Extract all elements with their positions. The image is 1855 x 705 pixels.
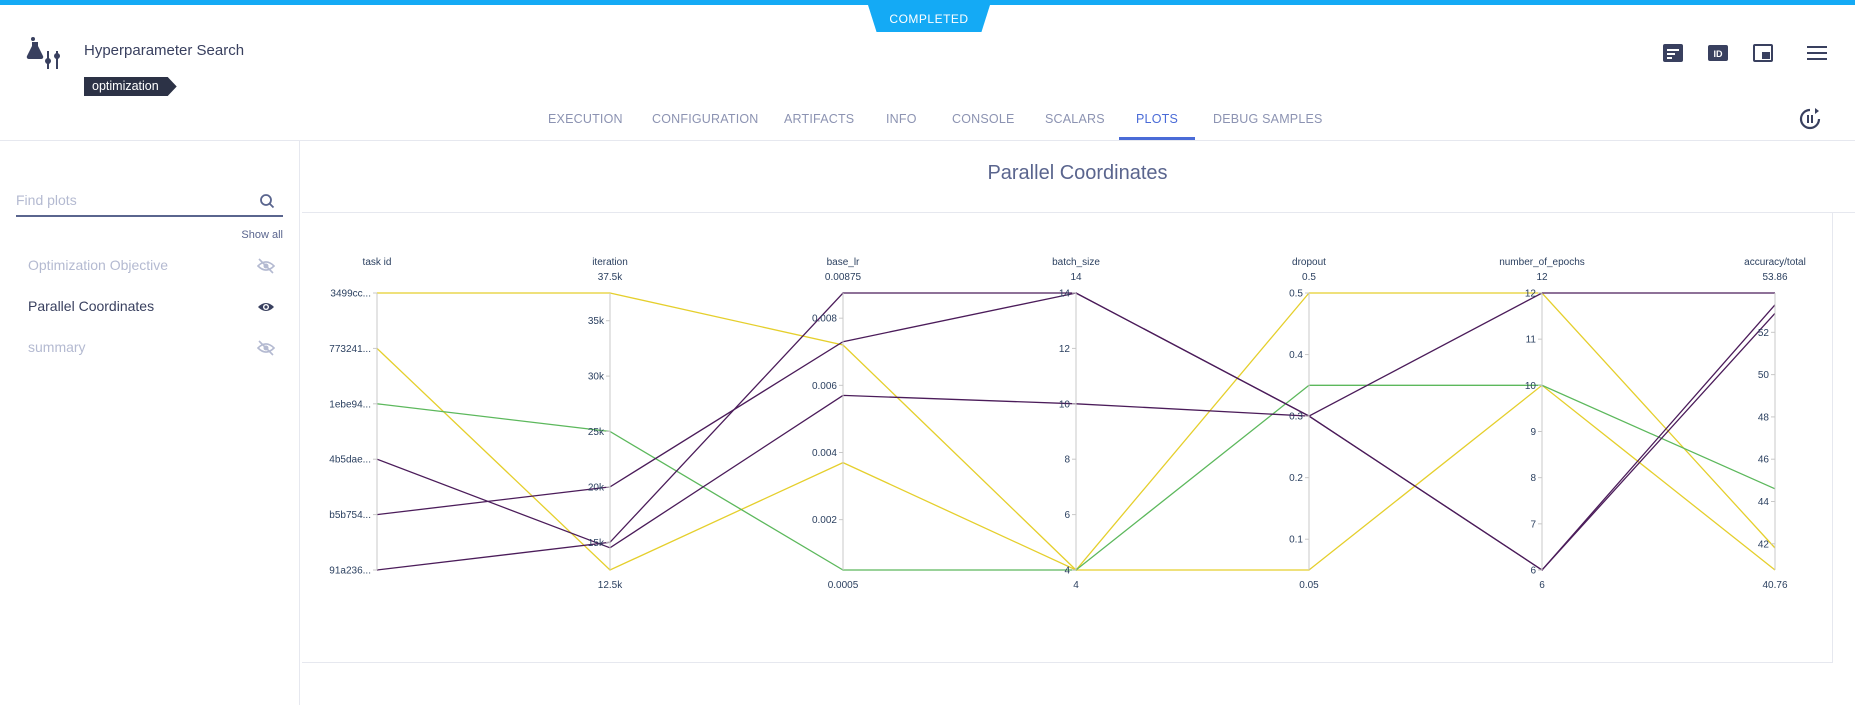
tick-label: 35k	[588, 316, 605, 327]
range-max-label: 0.5	[1302, 272, 1316, 283]
plot-item-label: summary	[28, 339, 86, 355]
tick-label: 8	[1530, 473, 1536, 484]
tab-info[interactable]: INFO	[886, 112, 917, 126]
show-all-link[interactable]: Show all	[241, 229, 283, 241]
tick-label: 48	[1758, 412, 1770, 423]
header-divider	[0, 140, 1855, 141]
tab-plots[interactable]: PLOTS	[1119, 107, 1195, 140]
id-icon[interactable]: ID	[1706, 42, 1730, 64]
tick-label: 9	[1530, 427, 1536, 438]
tag-badge[interactable]: optimization	[84, 77, 177, 96]
tick-label: 12	[1525, 289, 1537, 300]
menu-icon[interactable]	[1805, 42, 1829, 64]
axis-title: accuracy/total	[1744, 257, 1806, 268]
search-input[interactable]	[16, 187, 246, 213]
search-icon[interactable]	[259, 193, 275, 209]
tick-label: 0.3	[1289, 412, 1303, 423]
tick-label: 0.004	[812, 448, 837, 459]
plot-item-label: Optimization Objective	[28, 257, 169, 273]
range-max-label: 0.00875	[825, 272, 862, 283]
tick-label: 52	[1758, 328, 1770, 339]
status-bar	[0, 0, 1855, 5]
tab-execution[interactable]: EXECUTION	[548, 112, 623, 126]
eye-off-icon[interactable]	[257, 340, 275, 356]
range-max-label: 53.86	[1762, 272, 1787, 283]
tick-label: 6	[1064, 510, 1070, 521]
plot-title-divider	[302, 212, 1855, 213]
tick-label: 0.006	[812, 381, 837, 392]
tick-label: 0.002	[812, 515, 837, 526]
tick-label: 0.4	[1289, 350, 1303, 361]
axis-title: task id	[363, 257, 392, 268]
plot-title: Parallel Coordinates	[987, 162, 1168, 184]
tick-label: 42	[1758, 539, 1770, 550]
tab-bar: EXECUTION CONFIGURATION ARTIFACTS INFO C…	[0, 107, 1855, 140]
tick-label: 0.2	[1289, 473, 1303, 484]
tick-label: 46	[1758, 455, 1770, 466]
tick-label: 7	[1530, 519, 1536, 530]
axis-title: batch_size	[1052, 257, 1100, 268]
status-badge: COMPLETED	[868, 5, 990, 32]
tick-label: 0.5	[1289, 289, 1303, 300]
tick-label: 4	[1064, 566, 1070, 577]
flask-settings-icon	[24, 36, 64, 74]
tick-label: 6	[1530, 566, 1536, 577]
tick-label: 4b5dae...	[329, 455, 371, 466]
range-max-label: 12	[1536, 272, 1548, 283]
parallel-coordinates-chart: task id 91a236... b5b754... 4b5dae... 1ebe94…	[302, 213, 1833, 663]
plot-item-parallel-coordinates[interactable]: Parallel Coordinates	[28, 295, 283, 319]
range-min-label: 6	[1539, 580, 1545, 591]
details-icon[interactable]	[1661, 42, 1685, 64]
tick-label: 8	[1064, 455, 1070, 466]
tick-label: 12	[1059, 344, 1071, 355]
range-min-label: 0.05	[1299, 580, 1319, 591]
tick-label: 773241...	[329, 344, 371, 355]
axis-title: iteration	[592, 257, 628, 268]
plot-item-label: Parallel Coordinates	[28, 298, 155, 314]
range-min-label: 40.76	[1762, 580, 1787, 591]
tab-artifacts[interactable]: ARTIFACTS	[784, 112, 855, 126]
axis-title: dropout	[1292, 257, 1326, 268]
tick-label: 3499cc...	[330, 289, 371, 300]
eye-off-icon[interactable]	[257, 258, 275, 274]
tick-label: 30k	[588, 372, 605, 383]
page-title: Hyperparameter Search	[84, 42, 245, 59]
tab-debug-samples[interactable]: DEBUG SAMPLES	[1213, 112, 1323, 126]
tick-label: b5b754...	[329, 510, 371, 521]
range-max-label: 37.5k	[598, 272, 623, 283]
panel-layout-icon[interactable]	[1751, 42, 1775, 64]
tick-label: 91a236...	[329, 566, 371, 577]
tick-label: 10	[1059, 399, 1071, 410]
tab-configuration[interactable]: CONFIGURATION	[652, 112, 759, 126]
svg-text:ID: ID	[1714, 49, 1724, 59]
tab-scalars[interactable]: SCALARS	[1045, 112, 1105, 126]
tick-label: 50	[1758, 370, 1770, 381]
plot-item-summary[interactable]: summary	[28, 336, 283, 360]
axis-title: base_lr	[827, 257, 860, 268]
plots-sidebar: Show all Optimization Objective Parallel…	[0, 141, 300, 705]
range-min-label: 12.5k	[598, 580, 623, 591]
range-min-label: 0.0005	[828, 580, 859, 591]
refresh-icon[interactable]	[1798, 107, 1822, 131]
range-max-label: 14	[1070, 272, 1082, 283]
tick-label: 14	[1059, 289, 1071, 300]
tick-label: 44	[1758, 497, 1770, 508]
tick-label: 15k	[588, 538, 605, 549]
tab-console[interactable]: CONSOLE	[952, 112, 1015, 126]
search-box	[16, 187, 283, 217]
tick-label: 0.1	[1289, 535, 1303, 546]
eye-icon[interactable]	[257, 299, 275, 315]
tick-label: 20k	[588, 482, 605, 493]
tick-label: 25k	[588, 427, 605, 438]
tick-label: 11	[1526, 335, 1537, 346]
tick-label: 1ebe94...	[329, 399, 371, 410]
axis-title: number_of_epochs	[1499, 257, 1585, 268]
range-min-label: 4	[1073, 580, 1079, 591]
tick-label: 0.008	[812, 314, 837, 325]
parallel-coordinates-svg[interactable]: task id 91a236... b5b754... 4b5dae... 1ebe94…	[302, 213, 1832, 662]
plot-item-optimization-objective[interactable]: Optimization Objective	[28, 254, 283, 278]
tick-label: 10	[1525, 381, 1537, 392]
